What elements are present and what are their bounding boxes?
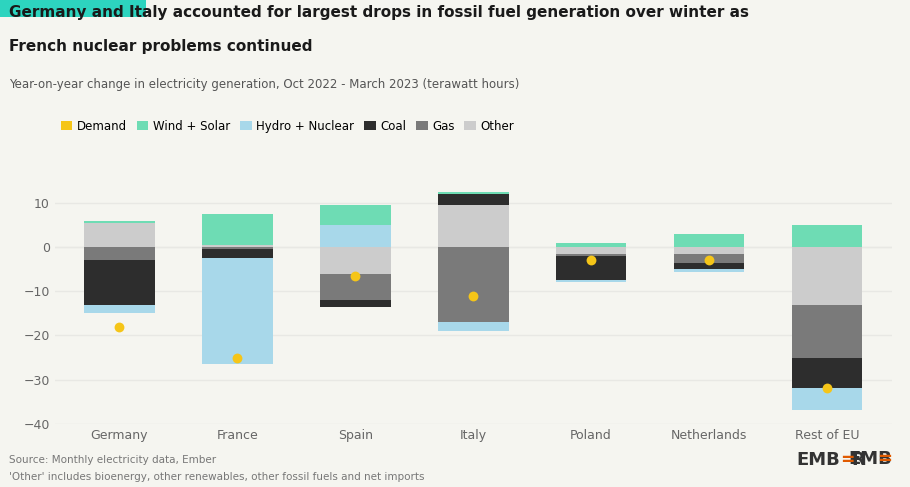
Bar (320, 247, 390, 274)
Bar (792, 389, 863, 411)
Bar (556, 247, 626, 254)
Bar (202, 245, 273, 247)
Bar (673, 262, 744, 269)
Bar (202, 214, 273, 245)
Text: Germany and Italy accounted for largest drops in fossil fuel generation over win: Germany and Italy accounted for largest … (9, 5, 749, 20)
Point (112, 323, 126, 331)
Bar (202, 247, 273, 249)
Legend: Demand, Wind + Solar, Hydro + Nuclear, Coal, Gas, Other: Demand, Wind + Solar, Hydro + Nuclear, C… (60, 120, 514, 132)
Bar (84, 304, 155, 314)
Bar (438, 194, 509, 206)
Text: French nuclear problems continued: French nuclear problems continued (9, 39, 313, 54)
Bar (202, 249, 273, 258)
Bar (792, 357, 863, 389)
Bar (792, 304, 863, 357)
Point (230, 354, 245, 361)
Bar (673, 269, 744, 272)
Bar (673, 234, 744, 247)
Point (820, 385, 834, 393)
Point (348, 272, 362, 280)
Point (584, 257, 599, 264)
Text: EMB: EMB (848, 450, 892, 468)
Text: 'Other' includes bioenergy, other renewables, other fossil fuels and net imports: 'Other' includes bioenergy, other renewa… (9, 472, 425, 483)
Bar (84, 223, 155, 247)
Bar (84, 247, 155, 261)
Text: =: = (840, 451, 854, 469)
Bar (438, 247, 509, 322)
Bar (84, 221, 155, 223)
Bar (438, 206, 509, 247)
Text: Source: Monthly electricity data, Ember: Source: Monthly electricity data, Ember (9, 455, 217, 466)
Bar (792, 225, 863, 247)
Bar (438, 322, 509, 331)
Text: Year-on-year change in electricity generation, Oct 2022 - March 2023 (terawatt h: Year-on-year change in electricity gener… (9, 78, 520, 91)
Bar (556, 243, 626, 247)
Bar (320, 225, 390, 247)
Bar (673, 254, 744, 262)
Text: EMB: EMB (796, 451, 840, 469)
Point (466, 292, 480, 300)
Bar (673, 247, 744, 254)
Text: R: R (852, 451, 865, 469)
Point (702, 257, 716, 264)
Bar (320, 300, 390, 307)
Bar (556, 256, 626, 281)
Text: =: = (877, 450, 892, 468)
Bar (792, 247, 863, 304)
Bar (556, 254, 626, 256)
Bar (438, 192, 509, 194)
Bar (84, 261, 155, 304)
Bar (320, 274, 390, 300)
Bar (320, 206, 390, 225)
Bar (202, 258, 273, 364)
